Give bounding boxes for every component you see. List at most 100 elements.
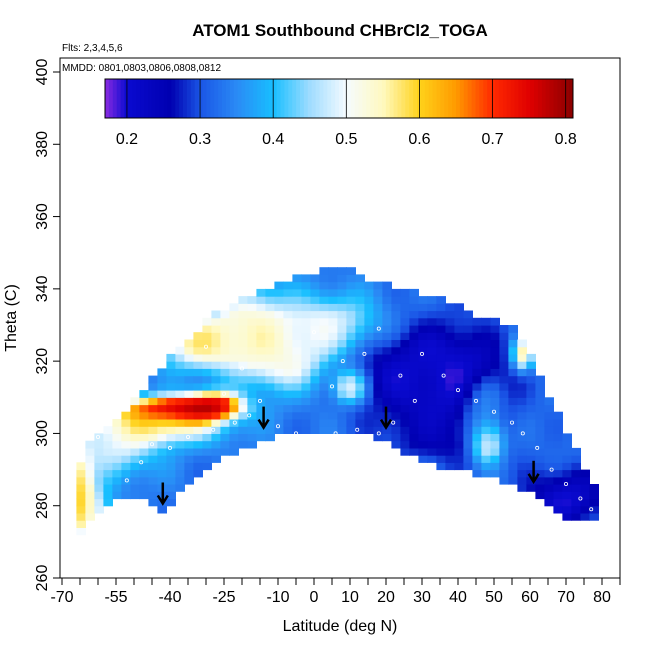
heatmap-cell: [544, 462, 554, 471]
heatmap-cell: [373, 296, 383, 304]
heatmap-cell: [526, 404, 536, 413]
heatmap-cell: [418, 368, 428, 377]
colorbar-segment: [307, 79, 313, 118]
heatmap-cell: [202, 353, 212, 362]
heatmap-cell: [301, 325, 311, 333]
heatmap-cell: [274, 346, 284, 355]
heatmap-cell: [301, 274, 311, 283]
heatmap-cell: [202, 375, 212, 384]
heatmap-cell: [355, 325, 365, 333]
heatmap-cell: [76, 520, 86, 528]
heatmap-cell: [427, 404, 437, 413]
heatmap-cell: [139, 440, 149, 449]
heatmap-cell: [274, 411, 284, 420]
heatmap-cell: [175, 353, 185, 362]
heatmap-cell: [436, 296, 446, 304]
colorbar-segment: [362, 79, 367, 118]
heatmap-cell: [427, 397, 437, 406]
heatmap-cell: [337, 404, 347, 413]
heatmap-cell: [373, 419, 383, 427]
heatmap-cell: [211, 433, 221, 442]
heatmap-cell: [517, 339, 527, 348]
heatmap-cell: [589, 505, 599, 514]
heatmap-cell: [157, 462, 167, 471]
heatmap-cell: [337, 382, 347, 391]
heatmap-cell: [562, 462, 572, 471]
heatmap-cell: [364, 325, 374, 333]
heatmap-cell: [103, 484, 113, 492]
heatmap-cell: [328, 411, 338, 420]
heatmap-cell: [553, 447, 563, 456]
heatmap-cell: [391, 346, 401, 355]
heatmap-cell: [409, 433, 419, 442]
heatmap-cell: [328, 274, 338, 283]
heatmap-cell: [157, 433, 167, 442]
colorbar-segment: [452, 79, 457, 118]
colorbar-segment: [459, 79, 465, 118]
heatmap-cell: [238, 375, 248, 384]
heatmap-cell: [337, 296, 347, 304]
x-tick-label: 70: [557, 589, 575, 606]
heatmap-cell: [247, 404, 257, 413]
heatmap-cell: [319, 390, 329, 398]
heatmap-cell: [130, 419, 140, 427]
sample-point: [340, 359, 345, 364]
heatmap-cell: [175, 390, 185, 398]
heatmap-cell: [130, 433, 140, 442]
heatmap-cell: [94, 455, 104, 463]
heatmap-cell: [409, 419, 419, 427]
heatmap-cell: [274, 390, 284, 398]
sample-point: [239, 366, 244, 371]
heatmap-cell: [220, 419, 230, 427]
heatmap-cell: [355, 339, 365, 348]
heatmap-cell: [517, 419, 527, 427]
heatmap-cell: [427, 382, 437, 391]
heatmap-cell: [571, 462, 581, 471]
heatmap-cell: [499, 433, 509, 442]
heatmap-cell: [166, 397, 176, 406]
heatmap-cell: [220, 440, 230, 449]
sample-point: [221, 391, 226, 396]
heatmap-cell: [346, 288, 356, 297]
y-tick-label: 340: [34, 275, 51, 302]
heatmap-cell: [247, 411, 257, 420]
heatmap-cell: [202, 411, 212, 420]
heatmap-cell: [184, 476, 194, 485]
heatmap-cell: [409, 296, 419, 304]
sample-point: [293, 431, 298, 436]
heatmap-cell: [526, 462, 536, 471]
colorbar-segment: [506, 79, 511, 118]
heatmap-cell: [157, 419, 167, 427]
heatmap-cell: [121, 476, 131, 485]
heatmap-cell: [265, 303, 275, 312]
heatmap-cell: [130, 462, 140, 471]
heatmap-cell: [499, 476, 509, 485]
heatmap-cell: [229, 390, 239, 398]
heatmap-cell: [373, 397, 383, 406]
heatmap-cell: [472, 361, 482, 369]
heatmap-cell: [508, 375, 518, 384]
heatmap-cell: [238, 361, 248, 369]
heatmap-cell: [256, 310, 266, 319]
heatmap-cell: [175, 375, 185, 384]
heatmap-cell: [436, 303, 446, 312]
sample-point: [473, 398, 478, 403]
heatmap-cell: [166, 455, 176, 463]
heatmap-cell: [427, 368, 437, 377]
heatmap-cell: [328, 375, 338, 384]
heatmap-cell: [220, 353, 230, 362]
colorbar-tick-label: 0.4: [262, 131, 284, 148]
colorbar-segment: [534, 79, 539, 118]
heatmap-cell: [238, 346, 248, 355]
colorbar-segment: [354, 79, 359, 118]
heatmap-cell: [337, 267, 347, 275]
heatmap-cell: [256, 368, 266, 377]
heatmap-cell: [103, 469, 113, 478]
heatmap-cell: [175, 462, 185, 471]
heatmap-cell: [454, 390, 464, 398]
heatmap-cell: [373, 310, 383, 319]
heatmap-cell: [346, 404, 356, 413]
heatmap-cell: [247, 382, 257, 391]
heatmap-cell: [499, 375, 509, 384]
heatmap-cell: [409, 440, 419, 449]
